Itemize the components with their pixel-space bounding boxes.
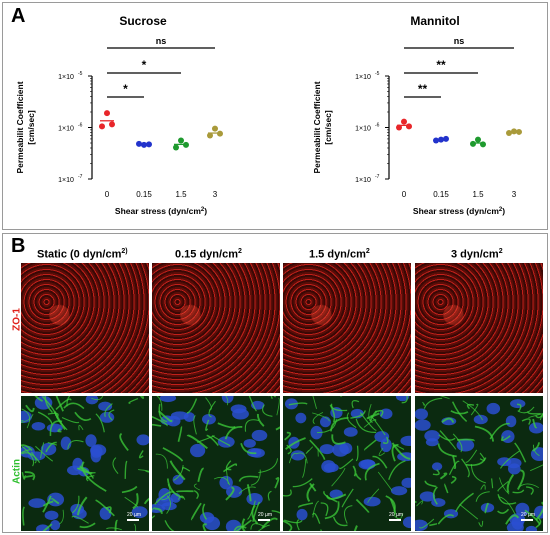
mannitol-data-point-0 [406,123,412,130]
actin-micrograph-0 [21,396,149,531]
permeability-charts: Sucrose 1×10 -5 1×10 -6 1×10 -7 Permeabilit Coe… [15,14,522,216]
panel-letter-b: B [11,235,26,257]
sucrose-x-tick-label-0: 0 [105,190,110,199]
sucrose-x-label: Shear stress (dyn/cm2) [115,206,207,216]
mannitol-data-point-3 [516,128,522,135]
mannitol-data-point-3 [511,128,517,135]
sucrose-data-point-3 [217,130,223,137]
panel-a: A Sucrose 1×10 -5 1×10 -6 1×10 -7 Permeabilit C… [2,2,548,230]
sucrose-data-point-1.5 [183,141,189,148]
actin-micrograph-2 [283,396,411,531]
sucrose-sig-label-2: ns [156,36,167,46]
sucrose-data-point-0 [99,123,105,130]
zo1-micrograph-1 [152,263,280,393]
column-title-1.5: 1.5 dyn/cm2 [309,248,370,261]
actin-network-3 [415,396,543,531]
mannitol-data-point-0 [401,118,407,125]
scale-bar-label: 20 µm [389,512,403,518]
mannitol-y-tick-label-2: 1×10 [355,177,371,184]
mannitol-y-label: Permeabilit Coefficient [312,81,322,173]
mannitol-sig-label-0: ** [418,82,428,96]
mannitol-sig-label-1: ** [436,58,446,72]
scale-bar [521,519,533,521]
actin-network-0 [21,396,149,531]
actin-network-2 [283,396,411,531]
sucrose-y-label-units: [cm/sec] [26,110,36,145]
column-title-static: Static (0 dyn/cm2) [37,248,128,261]
mannitol-sig-label-2: ns [454,36,465,46]
sucrose-y-tick-label-2: 1×10 [58,177,74,184]
sucrose-data-point-3 [207,132,213,139]
sucrose-data-point-0.15 [141,141,147,148]
scale-bar [389,519,401,521]
sucrose-y-tick-exp-2: -7 [78,174,83,180]
sucrose-data-point-0 [109,121,115,128]
scale-bar [127,519,139,521]
sucrose-data-point-0.15 [146,141,152,148]
actin-micrograph-1 [152,396,280,531]
sucrose-y-tick-exp-1: -6 [78,123,83,129]
mannitol-data-point-1.5 [470,140,476,147]
sucrose-y-tick-exp-0: -5 [78,71,83,77]
mannitol-chart-title: Mannitol [410,14,459,28]
sucrose-data-point-0.15 [136,140,142,147]
sucrose-y-tick-label-0: 1×10 [58,74,74,81]
mannitol-data-point-1.5 [480,141,486,148]
mannitol-data-point-3 [506,130,512,137]
mannitol-data-point-0 [396,124,402,131]
mannitol-data-point-1.5 [475,136,481,143]
sucrose-data-point-3 [212,125,218,132]
sucrose-data-point-0 [104,110,110,117]
column-title-3: 3 dyn/cm2 [451,248,503,261]
mannitol-x-tick-label-3: 3 [512,190,517,199]
sucrose-data-point-1.5 [173,144,179,151]
scale-bar-label: 20 µm [521,512,535,518]
panel-b: B Static (0 dyn/cm2) 0.15 dyn/cm2 1.5 dy… [2,233,548,533]
mannitol-x-tick-label-0.15: 0.15 [433,190,449,199]
mannitol-x-tick-label-1.5: 1.5 [472,190,484,199]
mannitol-x-tick-label-0: 0 [402,190,407,199]
sucrose-data-point-1.5 [178,137,184,144]
mannitol-y-tick-exp-1: -6 [375,123,380,129]
mannitol-y-tick-label-1: 1×10 [355,126,371,133]
column-title-0.15: 0.15 dyn/cm2 [175,248,242,261]
mannitol-y-tick-exp-2: -7 [375,174,380,180]
sucrose-sig-label-1: * [142,58,147,72]
mannitol-y-tick-label-0: 1×10 [355,74,371,81]
sucrose-sig-label-0: * [123,82,128,96]
mannitol-y-label-units: [cm/sec] [323,110,333,145]
actin-network-1 [152,396,280,531]
sucrose-x-tick-label-3: 3 [213,190,218,199]
zo1-micrograph-3 [415,263,543,393]
panel-letter-a: A [11,5,26,27]
sucrose-x-tick-label-0.15: 0.15 [136,190,152,199]
scale-bar-label: 20 µm [127,512,141,518]
mannitol-y-tick-exp-0: -5 [375,71,380,77]
sucrose-y-tick-label-1: 1×10 [58,126,74,133]
zo1-micrograph-0 [21,263,149,393]
scale-bar-label: 20 µm [258,512,272,518]
mannitol-x-label: Shear stress (dyn/cm2) [413,206,505,216]
zo1-micrograph-2 [283,263,411,393]
sucrose-y-label: Permeabilit Coefficient [15,81,25,173]
scale-bar [258,519,270,521]
sucrose-chart-title: Sucrose [119,14,167,28]
actin-micrograph-3 [415,396,543,531]
mannitol-data-point-0.15 [433,137,439,144]
mannitol-data-point-0.15 [443,135,449,142]
mannitol-data-point-0.15 [438,136,444,143]
sucrose-x-tick-label-1.5: 1.5 [175,190,187,199]
